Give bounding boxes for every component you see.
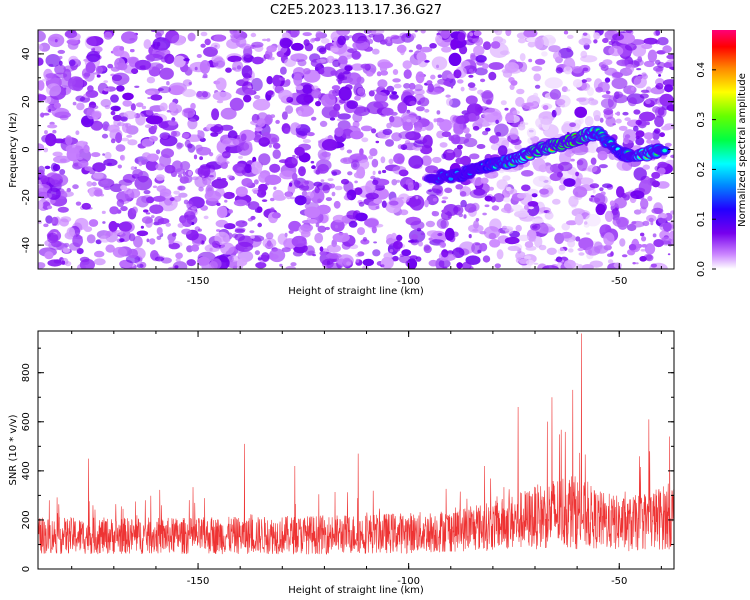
snr-frame	[37, 330, 675, 570]
snr-x-ticks: -150 -100 -50	[71, 331, 662, 587]
colorbar-tick-label: 0.0	[696, 261, 707, 277]
colorbar-ticks: 0.0 0.1 0.2 0.3 0.4	[696, 62, 716, 277]
y-tick-label: 400	[21, 461, 32, 480]
y-tick-label: -40	[21, 237, 32, 253]
y-tick-label: 800	[21, 363, 32, 382]
colorbar-tick-label: 0.4	[696, 62, 707, 78]
y-tick-label: 200	[21, 510, 32, 529]
colorbar-tick-label: 0.1	[696, 211, 707, 227]
snr-series-line	[38, 333, 674, 555]
snr-y-label: SNR (10 * v/v)	[8, 414, 19, 485]
colorbar-tick-label: 0.3	[696, 112, 707, 128]
snr-x-label: Height of straight line (km)	[288, 585, 424, 596]
y-tick-label: 40	[21, 48, 32, 61]
snr-panel: -150 -100 -50 0 200 400 600 800 Height of stra…	[8, 330, 675, 596]
x-tick-label: -50	[611, 276, 627, 287]
y-tick-label: 20	[21, 95, 32, 108]
snr-y-ticks: 0 200 400 600 800	[21, 347, 674, 572]
colorbar: 0.0 0.1 0.2 0.3 0.4 Normalized spectral ampl…	[696, 30, 748, 277]
spectrogram-x-label: Height of straight line (km)	[288, 286, 424, 297]
colorbar-tick-label: 0.2	[696, 161, 707, 177]
spectrogram-panel: -150 -100 -50 -40 -20 0 20 40 Height of straig…	[8, 29, 675, 297]
y-tick-label: 0	[21, 566, 32, 572]
spectrogram-y-label: Frequency (Hz)	[8, 112, 19, 188]
spectrogram-heatmap	[38, 30, 674, 269]
y-tick-label: 600	[21, 412, 32, 431]
x-tick-label: -100	[397, 276, 420, 287]
y-tick-label: 0	[21, 146, 32, 152]
figure-title: C2E5.2023.113.17.36.G27	[270, 3, 442, 18]
colorbar-label: Normalized spectral amplitude	[737, 73, 748, 227]
spectrogram-x-ticks: -150 -100 -50	[71, 30, 662, 287]
x-tick-label: -50	[611, 576, 627, 587]
x-tick-label: -150	[187, 276, 210, 287]
colorbar-gradient	[712, 30, 736, 269]
y-tick-label: -20	[21, 189, 32, 205]
spectrogram-y-ticks: -40 -20 0 20 40	[21, 29, 674, 270]
x-tick-label: -100	[397, 576, 420, 587]
x-tick-label: -150	[187, 576, 210, 587]
